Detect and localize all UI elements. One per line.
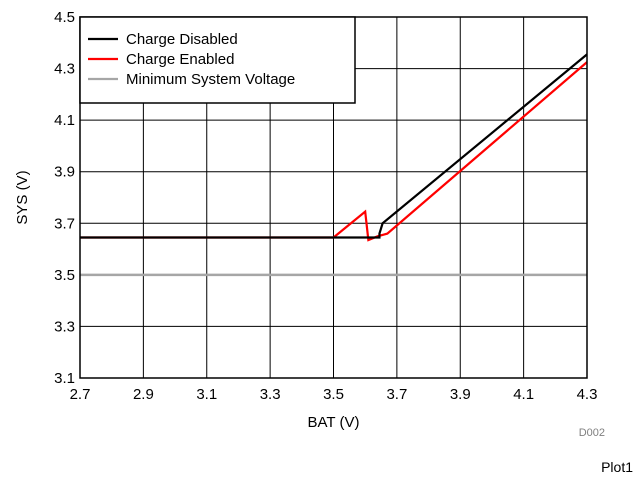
legend: Charge Disabled Charge Enabled Minimum Sys… <box>79 16 356 104</box>
x-tick-label: 4.3 <box>577 386 598 403</box>
x-tick-label: 2.7 <box>70 386 91 403</box>
x-tick-label: 2.9 <box>133 386 154 403</box>
y-tick-label: 3.9 <box>54 164 75 181</box>
y-tick-label: 3.7 <box>54 215 75 232</box>
y-tick-label: 4.3 <box>54 61 75 78</box>
y-axis-title: SYS (V) <box>14 170 31 224</box>
y-tick-label: 4.1 <box>54 112 75 129</box>
x-tick-label: 3.9 <box>450 386 471 403</box>
tick-labels: 2.7 2.9 3.1 3.3 3.5 3.7 3.9 4.1 4.3 3.1 3.3 3.5 3.7 3… <box>54 9 597 403</box>
y-tick-label: 3.1 <box>54 370 75 387</box>
x-tick-label: 3.1 <box>196 386 217 403</box>
footer-label: Plot1 <box>601 459 633 475</box>
series-line-1 <box>80 53 588 239</box>
legend-items: Charge Disabled Charge Enabled Minimum Sys… <box>88 31 295 88</box>
figure-code: D002 <box>579 427 605 439</box>
legend-label: Charge Disabled <box>126 31 238 48</box>
x-tick-label: 3.5 <box>323 386 344 403</box>
x-tick-label: 3.3 <box>260 386 281 403</box>
legend-label: Minimum System Voltage <box>126 71 295 88</box>
y-tick-label: 3.3 <box>54 318 75 335</box>
y-tick-label: 3.5 <box>54 267 75 284</box>
series-lines <box>80 53 588 277</box>
y-tick-label: 4.5 <box>54 9 75 26</box>
legend-box <box>79 16 356 104</box>
x-tick-label: 4.1 <box>513 386 534 403</box>
x-axis-title: BAT (V) <box>308 414 360 431</box>
legend-label: Charge Enabled <box>126 51 234 68</box>
x-tick-label: 3.7 <box>386 386 407 403</box>
